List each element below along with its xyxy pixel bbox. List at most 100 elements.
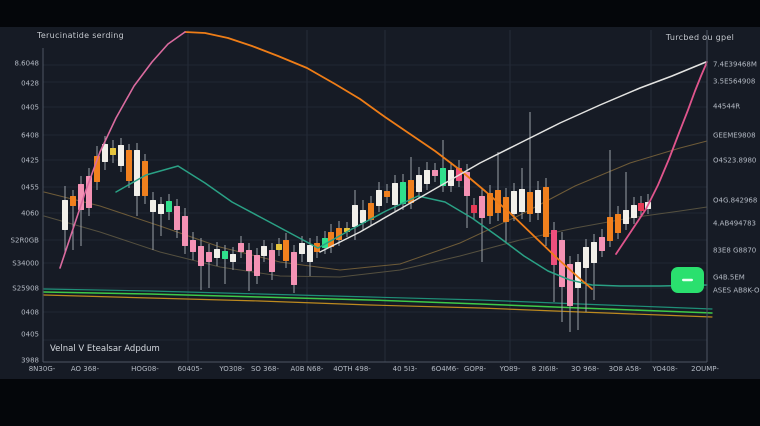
- candle-body: [190, 240, 196, 252]
- y-axis-right-label: 3.5E564908: [713, 78, 755, 86]
- candle-body: [352, 205, 358, 227]
- candle-body: [206, 252, 212, 262]
- candle-body: [607, 217, 613, 241]
- candle-body: [638, 203, 644, 211]
- candle-body: [511, 191, 517, 214]
- y-axis-right-label: 44544R: [713, 103, 740, 111]
- candle-body: [182, 216, 188, 246]
- x-axis-label: 60405-: [178, 365, 203, 373]
- y-axis-left-label: 8.6048: [15, 60, 40, 68]
- candle-body: [214, 249, 220, 258]
- candle-body: [432, 170, 438, 176]
- candle-body: [384, 191, 390, 197]
- candle-body: [254, 255, 260, 276]
- x-axis-label: AO 368-: [71, 365, 100, 373]
- gold-support-line: [43, 294, 713, 318]
- candle-body: [126, 150, 132, 181]
- candle-body: [543, 187, 549, 237]
- candle-body: [118, 145, 124, 166]
- x-axis-label: SO 368-: [251, 365, 280, 373]
- teal-flat-band: [43, 288, 713, 310]
- candle-body: [269, 250, 275, 272]
- y-axis-right-label: GEEME9808: [713, 132, 756, 140]
- y-axis-left-label: 0425: [21, 157, 39, 165]
- candle-body: [440, 168, 446, 186]
- candle-body: [261, 246, 267, 256]
- x-axis-label: 8N30G-: [29, 365, 56, 373]
- candle-body: [416, 175, 422, 192]
- candle-body: [142, 161, 148, 196]
- candle-body: [328, 232, 334, 247]
- candle-body: [62, 200, 68, 230]
- y-axis-right-label: 83E8 G8870: [713, 247, 756, 255]
- candle-body: [471, 205, 477, 213]
- candle-body: [299, 243, 305, 254]
- candle-body: [110, 148, 116, 155]
- candle-body: [448, 170, 454, 186]
- candle-body: [360, 210, 366, 223]
- green-support-line: [43, 291, 713, 314]
- candle-body: [70, 196, 76, 206]
- candle-body: [166, 201, 172, 212]
- x-axis-label: HOG08-: [131, 365, 159, 373]
- candle-body: [246, 250, 252, 271]
- x-axis-label: GOP8-: [464, 365, 487, 373]
- x-axis-label: A0B N68-: [291, 365, 324, 373]
- y-axis-right-label: G4B.5EM: [713, 274, 745, 282]
- candle-body: [551, 230, 557, 265]
- badge-dash-icon: [682, 278, 693, 282]
- candle-body: [230, 254, 236, 262]
- chart-title-right: Turcbed ou gpel: [665, 33, 735, 42]
- candle-body: [222, 251, 228, 259]
- candle-body: [368, 203, 374, 220]
- candle-body: [400, 182, 406, 204]
- y-axis-right-label: ASES AB8K-O: [713, 287, 760, 295]
- indicator-pane-label: Velnal V Etealsar Adpdum: [50, 344, 160, 354]
- candle-body: [615, 214, 621, 233]
- candle-body: [623, 210, 629, 224]
- candle-body: [283, 240, 289, 261]
- candle-body: [158, 204, 164, 214]
- x-axis-label: 4OTH 498-: [333, 365, 371, 373]
- y-axis-left-label: S2R0GB: [11, 237, 40, 245]
- y-axis-left-label: 0405: [21, 104, 39, 112]
- x-axis-label: 3O8 A58-: [609, 365, 642, 373]
- candle-body: [424, 170, 430, 184]
- candle-body: [174, 206, 180, 230]
- y-axis-left-label: S25908: [12, 285, 39, 293]
- y-axis-left-label: 0428: [21, 80, 39, 88]
- pink-rising-line-right: [615, 61, 708, 255]
- y-axis-right-label: 7.4E39468M: [713, 61, 757, 69]
- y-axis-right-label: O4S23.8980: [713, 157, 756, 165]
- candle-body: [392, 183, 398, 205]
- candle-body: [376, 190, 382, 206]
- candle-body: [408, 180, 414, 203]
- y-axis-right-label: 4.AB494783: [713, 220, 756, 228]
- candle-body: [102, 144, 108, 162]
- y-axis-left-label: 3988: [21, 357, 39, 365]
- y-axis-left-label: 0455: [21, 184, 39, 192]
- candle-body: [631, 205, 637, 218]
- y-axis-left-label: S34000: [12, 260, 39, 268]
- y-axis-left-label: 6408: [21, 132, 39, 140]
- y-axis-left-label: 0408: [21, 309, 39, 317]
- candle-body: [307, 245, 313, 262]
- candle-body: [599, 237, 605, 251]
- y-axis-left-label: 0405: [21, 331, 39, 339]
- orange-ma-line: [184, 31, 593, 290]
- candle-body: [591, 242, 597, 263]
- white-trend-line: [319, 61, 707, 253]
- y-axis-left-label: 4060: [21, 210, 39, 218]
- candle-body: [198, 246, 204, 266]
- x-axis-label: YO89-: [499, 365, 521, 373]
- x-axis-label: 6O4M6-: [431, 365, 459, 373]
- candle-body: [276, 244, 282, 250]
- y-axis-right-label: O4G.842968: [713, 197, 757, 205]
- x-axis-label: 3O 968-: [571, 365, 600, 373]
- brown-lower-ma: [43, 206, 708, 278]
- x-axis-label: 2OUMP-: [691, 365, 719, 373]
- brown-upper-ma: [43, 140, 708, 271]
- candle-body: [134, 150, 140, 196]
